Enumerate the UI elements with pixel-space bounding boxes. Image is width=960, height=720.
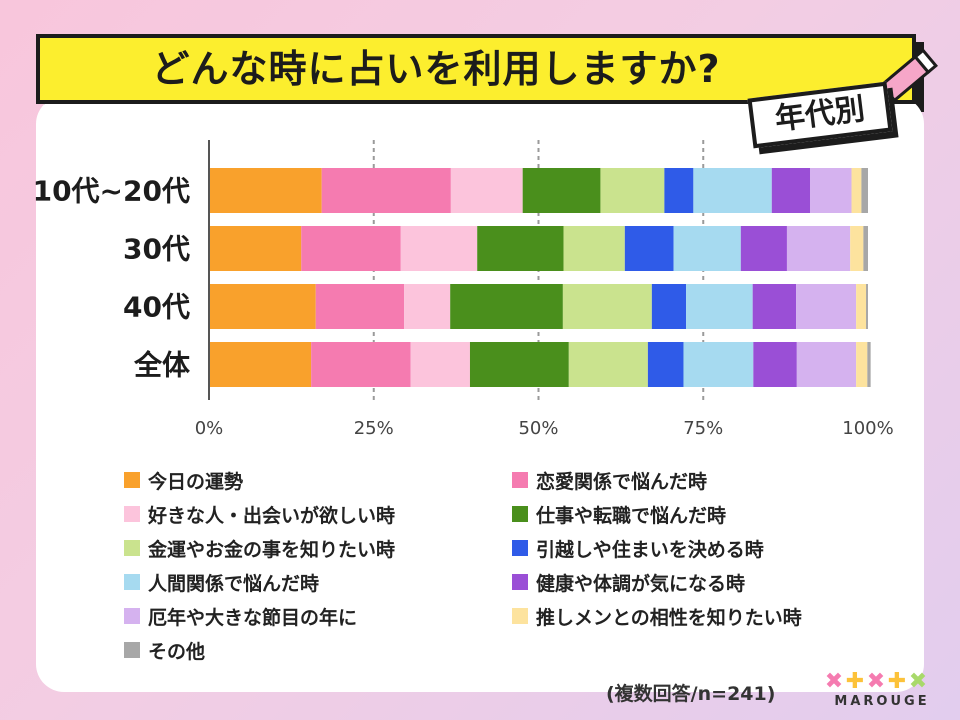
legend-swatch <box>124 472 140 488</box>
bar-segment <box>647 342 684 387</box>
bar-segment <box>600 168 665 213</box>
legend-item: 好きな人・出会いが欲しい時 <box>124 502 396 527</box>
legend-item: 今日の運勢 <box>124 468 244 493</box>
bar-segment <box>796 284 857 329</box>
legend-item: 厄年や大きな節目の年に <box>124 604 358 629</box>
svg-text:✖: ✖ <box>825 669 843 694</box>
legend-item: 金運やお金の事を知りたい時 <box>124 536 396 561</box>
x-tick-label: 50% <box>518 418 558 439</box>
chart-title: どんな時に占いを利用しますか? <box>151 47 721 91</box>
legend-label: 健康や体調が気になる時 <box>536 572 746 595</box>
legend-label: 恋愛関係で悩んだ時 <box>536 470 708 493</box>
bar-segment <box>867 342 871 387</box>
bar-segment <box>477 226 564 271</box>
bar-segment <box>450 284 563 329</box>
sample-size-note: (複数回答/n=241) <box>606 683 776 705</box>
bar-segment <box>209 168 322 213</box>
legend-label: 人間関係で悩んだ時 <box>148 572 320 595</box>
bar-segment <box>863 226 868 271</box>
bar-segment <box>686 284 753 329</box>
bar-segment <box>664 168 694 213</box>
marouge-logo: ✖ ✚ ✖ ✚ ✖ <box>825 669 927 694</box>
x-tick-label: 75% <box>683 418 723 439</box>
bar-segment <box>315 284 405 329</box>
legend-item: 仕事や転職で悩んだ時 <box>512 502 727 527</box>
bar-segment <box>469 342 569 387</box>
bar-segment <box>410 342 470 387</box>
legend-swatch <box>124 540 140 556</box>
legend-swatch <box>512 506 528 522</box>
bar-segment <box>209 284 316 329</box>
bar-segment <box>568 342 648 387</box>
legend-item: 推しメンとの相性を知りたい時 <box>512 604 802 629</box>
bar-segment <box>850 226 864 271</box>
bar-segment <box>651 284 687 329</box>
legend-swatch <box>124 608 140 624</box>
bar-segment <box>683 342 754 387</box>
legend-swatch <box>512 574 528 590</box>
category-label: 30代 <box>123 233 190 266</box>
svg-text:✖: ✖ <box>909 669 927 694</box>
category-label: 40代 <box>123 291 190 324</box>
bar-segment <box>450 168 523 213</box>
legend-label: 引越しや住まいを決める時 <box>536 538 764 561</box>
legend-label: 仕事や転職で悩んだ時 <box>536 504 727 527</box>
bar-segment <box>856 342 868 387</box>
legend-label: 推しメンとの相性を知りたい時 <box>536 606 802 629</box>
bar-segment <box>861 168 868 213</box>
x-tick-label: 25% <box>354 418 394 439</box>
legend-swatch <box>124 574 140 590</box>
legend-swatch <box>512 540 528 556</box>
legend-label: 今日の運勢 <box>148 470 244 493</box>
category-label: 10代~20代 <box>33 175 190 208</box>
bar-segment <box>311 342 411 387</box>
bar-segment <box>400 226 478 271</box>
bar-segment <box>786 226 851 271</box>
bar-segment <box>693 168 772 213</box>
bar-segment <box>771 168 811 213</box>
legend-swatch <box>124 642 140 658</box>
svg-text:✚: ✚ <box>888 669 906 694</box>
legend-swatch <box>512 472 528 488</box>
legend-item: その他 <box>124 638 206 663</box>
legend-swatch <box>124 506 140 522</box>
logo-wordmark: MAROUGE <box>834 694 930 709</box>
bar-segment <box>209 226 302 271</box>
svg-text:✖: ✖ <box>867 669 885 694</box>
x-tick-label: 100% <box>842 418 893 439</box>
legend-item: 恋愛関係で悩んだ時 <box>512 468 708 493</box>
bar-segment <box>866 284 868 329</box>
legend-label: 厄年や大きな節目の年に <box>148 606 358 629</box>
bar-segment <box>301 226 401 271</box>
legend-swatch <box>512 608 528 624</box>
legend-item: 人間関係で悩んだ時 <box>124 570 320 595</box>
bar-segment <box>562 284 652 329</box>
svg-text:✚: ✚ <box>846 669 864 694</box>
category-label: 全体 <box>133 349 191 382</box>
bar-segment <box>740 226 787 271</box>
legend-label: 好きな人・出会いが欲しい時 <box>148 504 396 527</box>
bar-segment <box>563 226 625 271</box>
legend-item: 引越しや住まいを決める時 <box>512 536 764 561</box>
bar-segment <box>321 168 451 213</box>
bar-segment <box>753 342 797 387</box>
legend-label: その他 <box>148 640 206 663</box>
bar-segment <box>856 284 867 329</box>
bar-segment <box>851 168 862 213</box>
bar-segment <box>752 284 797 329</box>
bar-segment <box>624 226 674 271</box>
legend-label: 金運やお金の事を知りたい時 <box>148 538 396 561</box>
legend-item: 健康や体調が気になる時 <box>512 570 746 595</box>
bar-segment <box>522 168 601 213</box>
bar-segment <box>209 342 312 387</box>
x-tick-label: 0% <box>195 418 224 439</box>
bar-segment <box>673 226 741 271</box>
bar-segment <box>404 284 451 329</box>
bar-segment <box>796 342 857 387</box>
bar-segment <box>810 168 852 213</box>
title-banner <box>36 34 916 104</box>
